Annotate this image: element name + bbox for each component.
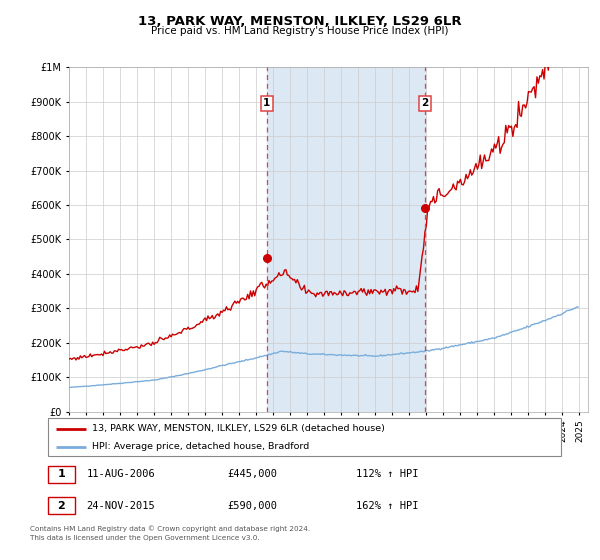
Text: 2: 2 <box>58 501 65 511</box>
Text: HPI: Average price, detached house, Bradford: HPI: Average price, detached house, Brad… <box>92 442 309 451</box>
Text: 162% ↑ HPI: 162% ↑ HPI <box>356 501 418 511</box>
FancyBboxPatch shape <box>48 497 74 514</box>
FancyBboxPatch shape <box>48 466 74 483</box>
Text: 13, PARK WAY, MENSTON, ILKLEY, LS29 6LR (detached house): 13, PARK WAY, MENSTON, ILKLEY, LS29 6LR … <box>92 424 385 433</box>
Text: 112% ↑ HPI: 112% ↑ HPI <box>356 469 418 479</box>
Text: 11-AUG-2006: 11-AUG-2006 <box>86 469 155 479</box>
Text: £590,000: £590,000 <box>227 501 278 511</box>
FancyBboxPatch shape <box>48 418 561 456</box>
Text: 24-NOV-2015: 24-NOV-2015 <box>86 501 155 511</box>
Text: This data is licensed under the Open Government Licence v3.0.: This data is licensed under the Open Gov… <box>30 535 260 541</box>
Text: 1: 1 <box>263 99 270 109</box>
Text: 2: 2 <box>421 99 428 109</box>
Text: Contains HM Land Registry data © Crown copyright and database right 2024.: Contains HM Land Registry data © Crown c… <box>30 525 310 532</box>
Text: 1: 1 <box>58 469 65 479</box>
Bar <box>266 67 425 412</box>
Text: Price paid vs. HM Land Registry's House Price Index (HPI): Price paid vs. HM Land Registry's House … <box>151 26 449 36</box>
Text: 13, PARK WAY, MENSTON, ILKLEY, LS29 6LR: 13, PARK WAY, MENSTON, ILKLEY, LS29 6LR <box>138 15 462 28</box>
Text: £445,000: £445,000 <box>227 469 278 479</box>
